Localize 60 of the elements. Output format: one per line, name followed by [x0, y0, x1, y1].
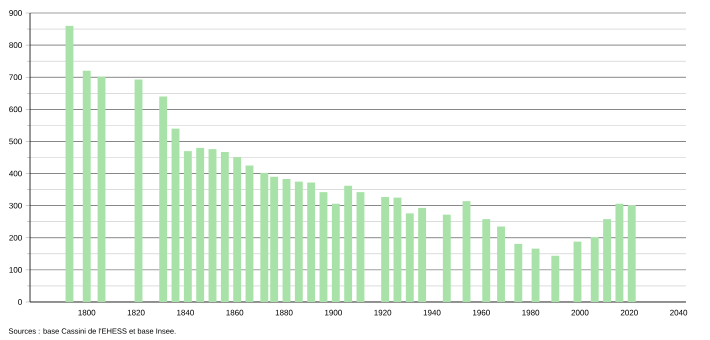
- bar: [294, 182, 303, 302]
- y-tick-label: 500: [9, 138, 22, 144]
- x-tick-label: 1940: [424, 310, 441, 316]
- y-tick-label: 100: [9, 267, 22, 273]
- bar: [406, 213, 414, 302]
- x-tick-label: 2020: [620, 310, 638, 316]
- bar: [394, 198, 402, 302]
- y-tick-label: 700: [9, 74, 22, 80]
- bar: [260, 172, 268, 302]
- y-tick-label: 800: [9, 42, 22, 48]
- bar: [574, 242, 582, 302]
- bar: [603, 219, 612, 302]
- bar: [514, 244, 522, 302]
- x-tick-label: 1820: [128, 310, 145, 316]
- y-tick-label: 900: [9, 10, 22, 16]
- bar: [482, 219, 490, 302]
- bar: [615, 204, 624, 302]
- bar: [551, 256, 560, 302]
- bar: [220, 152, 229, 302]
- bar: [134, 79, 142, 302]
- bar: [462, 201, 470, 302]
- bar: [628, 205, 636, 302]
- bar: [98, 76, 106, 302]
- x-tick-label: 1800: [78, 310, 96, 316]
- bar: [184, 151, 192, 302]
- x-tick-label: 1840: [177, 310, 194, 316]
- x-tick-label: 1960: [473, 310, 490, 316]
- bar: [233, 157, 242, 302]
- y-tick-label: 600: [9, 106, 22, 112]
- bar: [172, 128, 180, 302]
- bar: [332, 204, 340, 302]
- bar: [497, 226, 505, 302]
- x-tick-label: 2040: [670, 310, 688, 316]
- y-tick-label: 200: [9, 234, 22, 241]
- bar: [381, 196, 390, 302]
- bar: [270, 176, 278, 302]
- bar: [66, 26, 74, 302]
- x-tick-label: 2000: [571, 310, 589, 316]
- y-tick-label: 0: [18, 299, 22, 305]
- x-tick-label: 1980: [522, 310, 540, 316]
- bar: [159, 96, 168, 302]
- x-tick-label: 1920: [374, 310, 392, 316]
- y-tick-label: 300: [9, 202, 22, 208]
- bar: [282, 179, 290, 302]
- bar: [196, 148, 204, 302]
- bar: [246, 166, 254, 302]
- bar: [356, 192, 364, 302]
- bar: [532, 248, 540, 302]
- x-tick-label: 1900: [325, 310, 342, 316]
- bar: [320, 192, 328, 302]
- bar: [344, 186, 352, 302]
- bar: [590, 237, 599, 302]
- bar: [208, 149, 216, 302]
- x-tick-label: 1880: [276, 310, 293, 316]
- x-tick-label: 1860: [226, 310, 244, 316]
- bar: [82, 70, 91, 302]
- bar: [418, 208, 426, 302]
- y-tick-label: 400: [9, 170, 22, 176]
- bar: [307, 182, 316, 302]
- bar: [442, 214, 451, 302]
